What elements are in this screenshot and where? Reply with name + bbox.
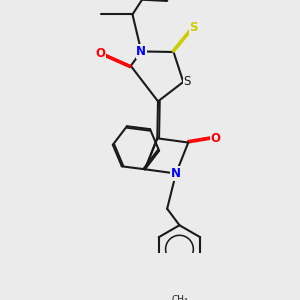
Text: O: O [96, 47, 106, 60]
Text: CH₃: CH₃ [171, 295, 188, 300]
Text: S: S [183, 75, 190, 88]
Text: S: S [190, 21, 198, 34]
Text: N: N [136, 45, 146, 58]
Text: N: N [171, 167, 181, 180]
Text: O: O [211, 132, 221, 145]
